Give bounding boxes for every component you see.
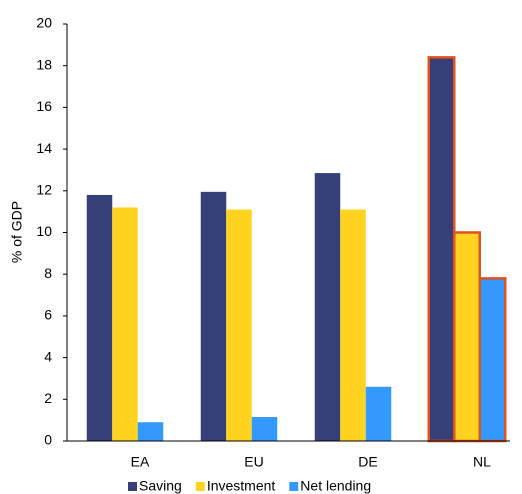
y-tick-label: 20 <box>36 15 52 31</box>
bar <box>112 207 138 441</box>
bar <box>86 194 113 441</box>
y-tick-label: 12 <box>36 182 52 198</box>
bar <box>200 191 227 441</box>
legend-label: Saving <box>139 478 182 494</box>
bar <box>340 209 366 441</box>
bar <box>365 386 392 441</box>
legend-swatch <box>128 482 137 491</box>
bar <box>453 231 481 443</box>
x-tick-label: EA <box>131 454 150 470</box>
y-tick-label: 4 <box>44 348 52 364</box>
y-tick-label: 0 <box>44 432 52 448</box>
legend-label: Net lending <box>300 478 371 494</box>
y-tick-label: 16 <box>36 98 52 114</box>
y-tick-label: 18 <box>36 56 52 72</box>
x-tick-label: NL <box>473 454 491 470</box>
bar <box>314 173 341 441</box>
x-tick-label: EU <box>244 454 263 470</box>
y-tick-label: 8 <box>44 265 52 281</box>
legend-label: Investment <box>207 478 276 494</box>
y-tick-label: 6 <box>44 307 52 323</box>
y-tick-label: 2 <box>44 390 52 406</box>
bar <box>137 422 164 441</box>
x-tick-label: DE <box>358 454 377 470</box>
bar <box>478 277 507 443</box>
bar <box>226 209 252 441</box>
y-axis-label: % of GDP <box>9 201 25 263</box>
legend-swatch <box>195 482 205 491</box>
y-tick-label: 10 <box>36 223 52 239</box>
bar <box>427 56 456 443</box>
bar <box>251 417 278 441</box>
legend-swatch <box>289 482 299 491</box>
y-tick-label: 14 <box>36 140 52 156</box>
